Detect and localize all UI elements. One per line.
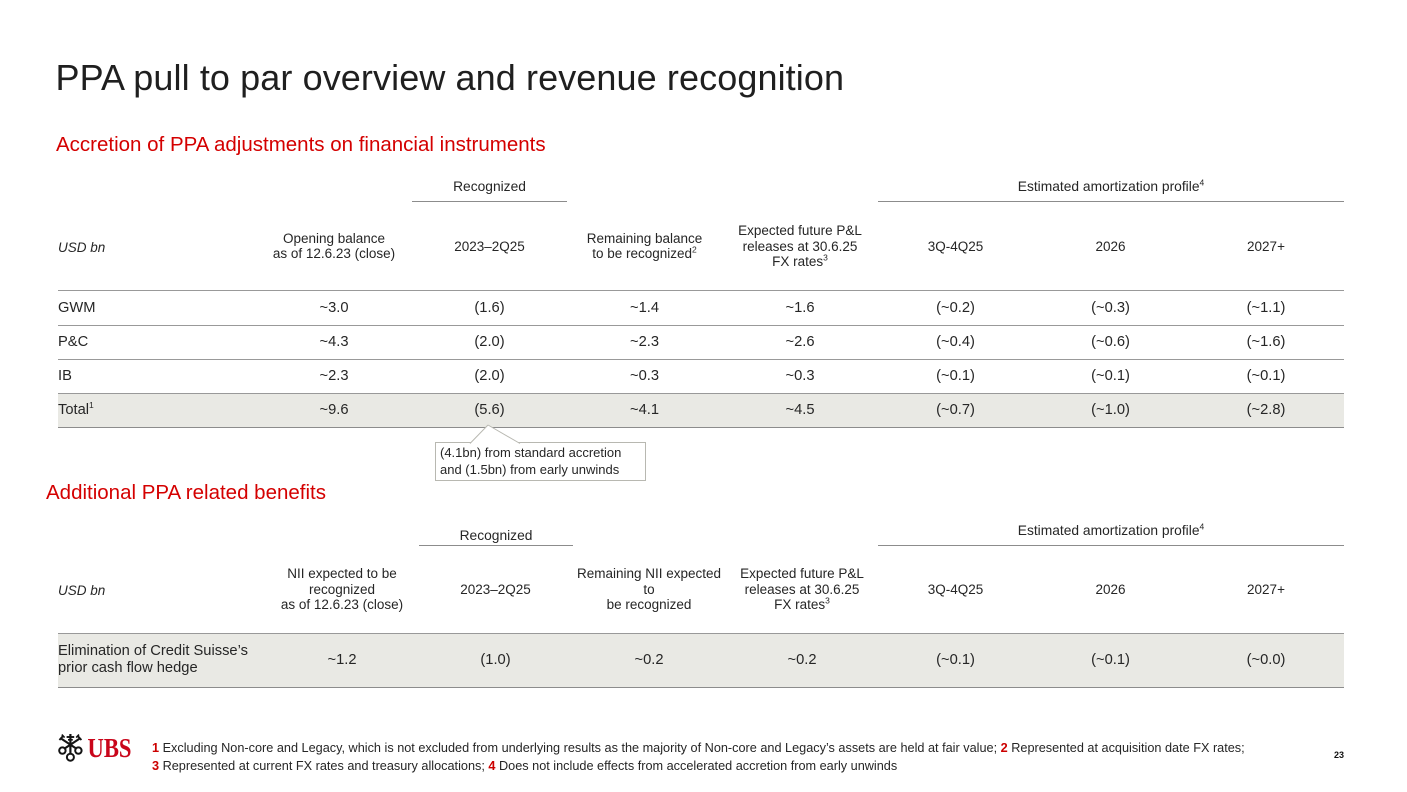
svg-text:UBS: UBS xyxy=(88,732,132,763)
